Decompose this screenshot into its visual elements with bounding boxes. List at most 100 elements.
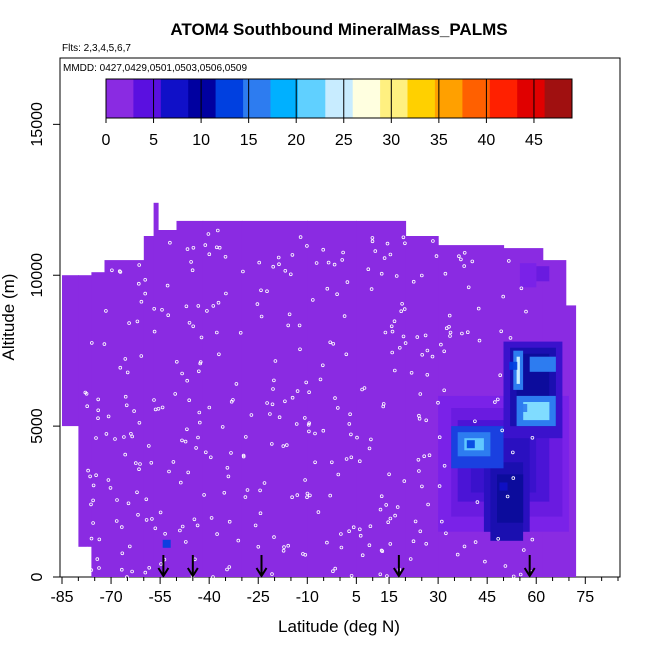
sample-point (328, 493, 333, 498)
colorbar-segment (517, 79, 546, 118)
sample-point (95, 557, 100, 561)
sample-point (236, 538, 241, 543)
sample-point (282, 545, 286, 549)
sample-point (118, 365, 123, 370)
colorbar-segment (133, 79, 162, 118)
sample-point (143, 570, 148, 575)
sample-point (418, 392, 423, 396)
sample-point (326, 260, 331, 265)
sample-point (408, 557, 413, 561)
sample-point (420, 352, 425, 357)
sample-point (102, 342, 107, 346)
sample-point (265, 401, 269, 405)
sample-point (124, 403, 129, 408)
sample-point (436, 400, 440, 405)
heatmap-cell (153, 202, 159, 230)
sample-point (349, 573, 354, 578)
heatmap-cell (565, 305, 577, 577)
sample-point (331, 341, 336, 346)
sample-point (335, 406, 340, 410)
sample-point (129, 255, 133, 260)
sample-point (413, 519, 418, 524)
flight-arrow (157, 555, 170, 578)
sample-point (367, 446, 372, 451)
sample-point (283, 268, 288, 273)
sample-point (411, 539, 416, 543)
sample-point (241, 454, 246, 459)
sample-point (257, 260, 262, 265)
sample-point (344, 352, 349, 357)
sample-point (215, 330, 219, 335)
sample-point (465, 330, 470, 335)
sample-point (143, 277, 148, 282)
sample-point (253, 523, 258, 528)
sample-point (152, 329, 157, 334)
y-tick-label: 5000 (29, 408, 46, 444)
sample-point (185, 247, 190, 251)
sample-point (158, 510, 163, 515)
sample-point (272, 535, 276, 539)
sample-point (460, 331, 464, 336)
sample-point (416, 457, 421, 462)
y-axis-title: Altitude (m) (0, 274, 18, 361)
sample-point (244, 435, 248, 439)
sample-point (418, 529, 423, 534)
colorbar-segment (407, 79, 436, 118)
sample-point (340, 258, 345, 262)
sample-point (345, 280, 350, 284)
sample-point (397, 345, 402, 350)
sample-point (425, 348, 430, 353)
sample-point (321, 428, 326, 433)
sample-point (424, 541, 429, 546)
sample-point (196, 435, 200, 440)
colorbar-segment (462, 79, 491, 118)
sample-point (305, 244, 309, 248)
hotspot-3 (499, 482, 508, 491)
colorbar: 0 5 10 15 20 25 30 35 40 45 (102, 78, 573, 149)
sample-point (305, 491, 310, 496)
x-tick-label: -85 (50, 589, 73, 606)
sample-point (231, 398, 235, 402)
sample-point (180, 524, 185, 529)
sample-point (399, 309, 404, 314)
sample-point (166, 313, 171, 318)
sample-point (383, 330, 388, 335)
sample-point (447, 324, 451, 329)
sample-point (495, 397, 500, 402)
colorbar-segment (160, 79, 189, 118)
sample-point (84, 391, 89, 396)
sample-point (91, 498, 95, 503)
sample-point (442, 463, 447, 468)
sample-point (369, 287, 374, 291)
sample-point (368, 524, 373, 528)
sample-point (483, 559, 487, 564)
heatmap-cell (153, 230, 178, 577)
chart-title: ATOM4 Southbound MineralMass_PALMS (170, 20, 507, 39)
sample-point (223, 254, 228, 259)
sample-point (136, 512, 140, 517)
sample-point (258, 488, 262, 493)
sample-point (425, 372, 430, 377)
sample-point (104, 432, 109, 436)
sample-point (286, 323, 291, 328)
sample-point (294, 422, 299, 426)
sample-point (366, 267, 371, 272)
sample-point (120, 525, 124, 529)
sample-point (402, 479, 407, 483)
colorbar-tick-label: 35 (430, 132, 448, 149)
sample-point (362, 386, 367, 390)
sample-point (420, 484, 424, 489)
sample-point (96, 408, 100, 413)
sample-point (122, 435, 126, 439)
sample-point (186, 470, 191, 475)
sample-point (191, 324, 196, 329)
sample-point (393, 513, 397, 518)
sample-point (417, 469, 421, 473)
x-tick-label: 75 (576, 589, 594, 606)
sample-point (128, 544, 132, 549)
sample-point (226, 474, 231, 479)
colorbar-tick-label: 45 (525, 132, 543, 149)
heatmap-cell (497, 474, 524, 523)
sample-point (401, 334, 406, 339)
sample-point (206, 232, 211, 236)
